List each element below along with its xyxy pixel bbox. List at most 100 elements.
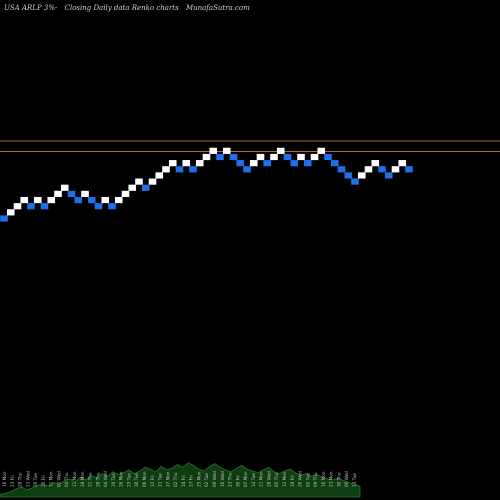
down-brick: [344, 172, 353, 179]
date-tick-label: 17 Fri: [189, 475, 194, 487]
date-tick-label: 13 Tue: [352, 473, 357, 487]
up-brick: [13, 203, 22, 210]
up-brick: [155, 172, 164, 179]
down-brick: [108, 203, 116, 210]
down-brick: [94, 203, 103, 210]
up-brick: [162, 166, 170, 173]
down-brick: [243, 166, 251, 173]
date-tick-label: 02 Tue: [305, 473, 310, 487]
up-brick: [121, 190, 130, 197]
down-brick: [189, 166, 197, 173]
up-brick: [168, 160, 177, 167]
date-tick-label: 16 Mon: [321, 471, 326, 487]
brand-label: MunafaSutra.com: [185, 4, 250, 12]
date-tick-label: 16 Mon: [119, 471, 124, 487]
chart-header: USA ARLP 3%- Closing Daily data Renko ch…: [4, 3, 255, 15]
date-tick-label: 18 Mon: [80, 471, 85, 487]
date-tick-label: 21 Tue: [158, 473, 163, 487]
up-brick: [114, 196, 123, 204]
date-tick-label: 06 Wed: [344, 471, 349, 487]
down-brick: [337, 166, 346, 173]
up-brick: [276, 147, 285, 154]
date-tick-label: 23 Mon: [329, 471, 334, 487]
date-tick-label: 21 Thu: [88, 472, 93, 487]
up-brick: [54, 190, 62, 197]
brick-series: [0, 147, 413, 222]
date-tick-label: 30 Fri: [235, 475, 240, 487]
date-tick-label: 26 Tue: [33, 473, 38, 487]
down-brick: [216, 153, 224, 161]
date-tick-label: 23 Fri: [10, 475, 15, 487]
up-brick: [148, 178, 157, 185]
date-tick-label: 12 Fri: [150, 475, 155, 487]
up-brick: [256, 153, 265, 161]
down-brick: [87, 196, 96, 204]
date-tick-label: 02 Thu: [173, 472, 178, 487]
down-brick: [236, 160, 245, 167]
down-brick: [290, 160, 299, 167]
up-brick: [371, 160, 380, 167]
date-tick-label: 26 Wed: [298, 471, 303, 487]
down-brick: [405, 166, 413, 173]
down-brick: [384, 172, 393, 179]
date-tick-label: 21 Wed: [25, 471, 30, 487]
up-brick: [135, 178, 143, 185]
down-brick: [324, 153, 332, 161]
date-tick-label: 23 Thu: [228, 472, 233, 487]
date-tick-label: 02 Wed: [56, 471, 61, 487]
date-tick-label: 16 Wed: [220, 471, 225, 487]
date-tick-label: 21 Mon: [259, 471, 264, 487]
up-brick: [20, 196, 29, 204]
date-tick-label: 10 Fri: [181, 475, 186, 487]
down-brick: [0, 215, 8, 222]
volume-area-shape: [0, 462, 361, 498]
down-brick: [229, 153, 238, 161]
date-tick-label: 10 Tue: [111, 473, 116, 487]
symbol-label: USA ARLP 3%-: [4, 4, 58, 12]
date-tick-label: 16 Mon: [2, 471, 7, 487]
down-brick: [40, 203, 49, 210]
date-tick-label: 02 Tue: [204, 473, 209, 487]
date-tick-label: 30 Tue: [134, 473, 139, 487]
date-tick-label: 30 Thu: [336, 472, 341, 487]
down-brick: [74, 196, 83, 204]
date-tick-label: 04 Wed: [103, 471, 108, 487]
up-brick: [47, 196, 56, 204]
up-brick: [398, 160, 407, 167]
up-brick: [357, 172, 366, 179]
up-brick: [182, 160, 191, 167]
date-tick-label: 28 Wed: [266, 471, 271, 487]
date-tick-label: 05 Thu: [274, 472, 279, 487]
date-axis: 16 Mon 23 Fri 20 Thu 21 Wed 26 Tue 25 Fri 31 M…: [2, 471, 357, 487]
down-brick: [330, 160, 339, 167]
date-tick-label: 07 Mon: [243, 471, 248, 487]
up-brick: [101, 196, 110, 204]
description-label: Closing Daily data Renko charts: [64, 4, 179, 12]
down-brick: [378, 166, 386, 173]
date-tick-label: 25 Fri: [41, 475, 46, 487]
date-tick-label: 06 Mon: [142, 471, 147, 487]
date-tick-label: 27 Mon: [165, 471, 170, 487]
up-brick: [222, 147, 231, 154]
up-brick: [270, 153, 278, 161]
up-brick: [364, 166, 373, 173]
up-brick: [6, 209, 15, 216]
date-tick-label: 23 Tue: [126, 473, 131, 487]
date-tick-label: 11 Mon: [72, 471, 77, 487]
down-brick: [141, 184, 150, 191]
date-tick-label: 09 Thu: [313, 472, 318, 487]
down-brick: [263, 160, 272, 167]
date-tick-label: 04 Thu: [64, 472, 69, 487]
down-brick: [283, 153, 292, 161]
date-tick-label: 09 Wed: [212, 471, 217, 487]
up-brick: [317, 147, 326, 154]
up-brick: [249, 160, 258, 167]
up-brick: [81, 190, 89, 197]
date-tick-label: 25 Mon: [196, 471, 201, 487]
down-brick: [27, 203, 35, 210]
up-brick: [209, 147, 218, 154]
up-brick: [202, 153, 211, 161]
down-brick: [175, 166, 184, 173]
down-brick: [351, 178, 359, 185]
